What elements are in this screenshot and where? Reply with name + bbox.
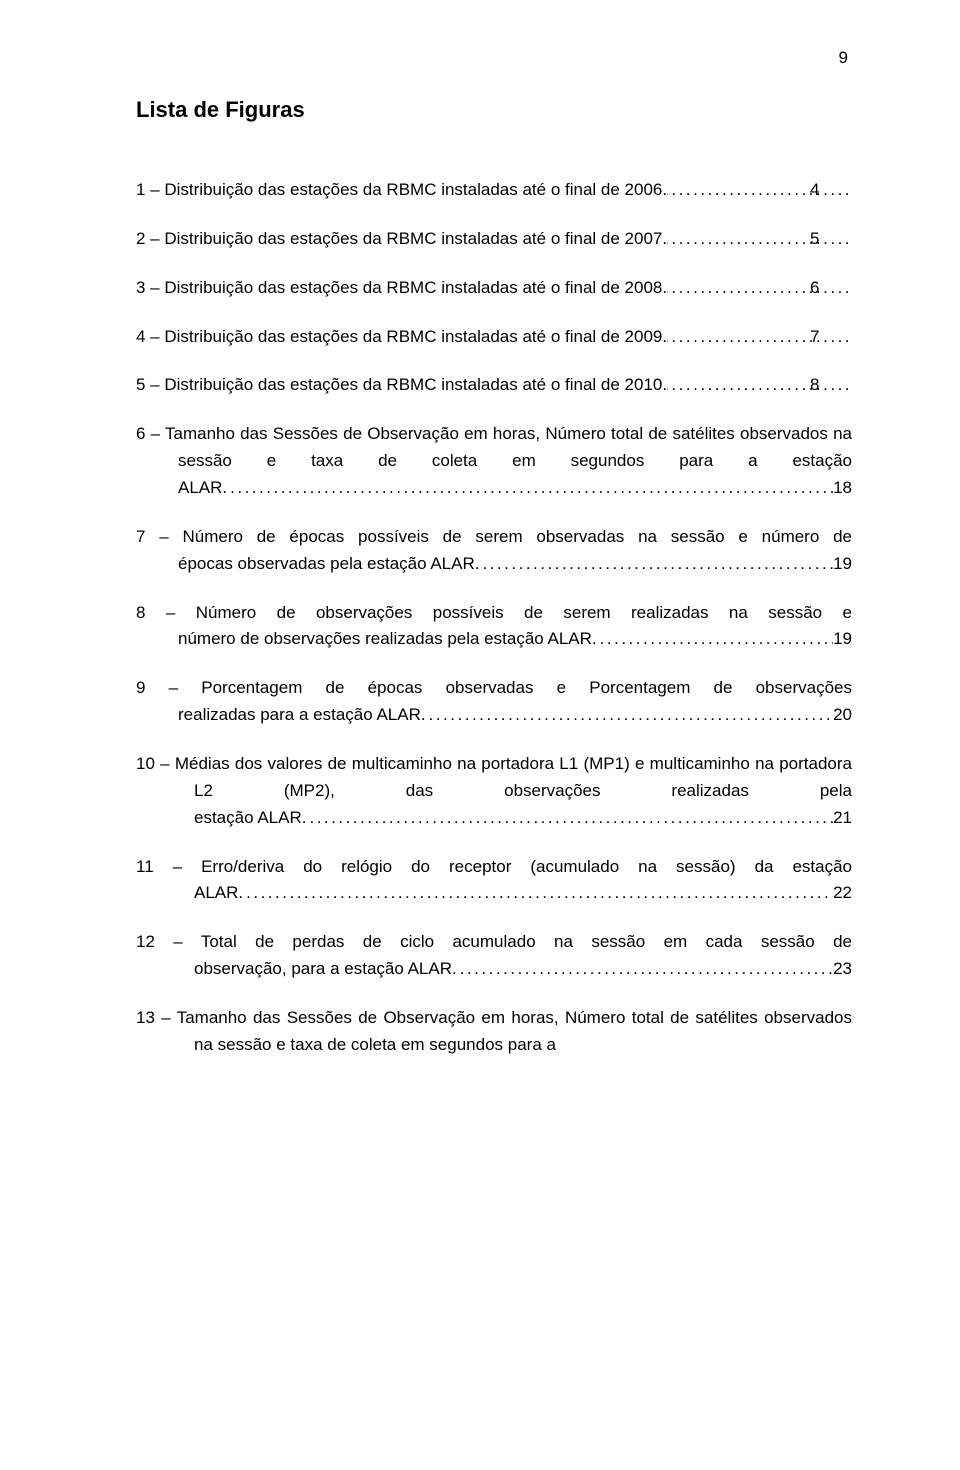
entry-page: 22 (833, 880, 852, 907)
entry-row: 1 – Distribuição das estações da RBMC in… (178, 177, 852, 204)
dot-leader (597, 626, 833, 653)
entry-last-text: realizadas para a estação ALAR. (178, 702, 426, 729)
entry-last-text: observação, para a estação ALAR. (194, 956, 457, 983)
entry-last-text: ALAR. (194, 880, 243, 907)
entry-text: 10 – Médias dos valores de multicaminho … (194, 751, 852, 832)
entry-text: 13 – Tamanho das Sessões de Observação e… (194, 1005, 852, 1059)
figure-entry: 7 – Número de épocas possíveis de serem … (136, 524, 852, 578)
figure-entry: 13 – Tamanho das Sessões de Observação e… (136, 1005, 852, 1059)
entry-lastline: estação ALAR. 21 (194, 805, 852, 832)
dot-leader (479, 551, 833, 578)
entry-pre: 11 – Erro/deriva do relógio do receptor … (194, 854, 852, 881)
entry-last-text: estação ALAR. (194, 805, 306, 832)
figure-entry: 6 – Tamanho das Sessões de Observação em… (136, 421, 852, 502)
page-title: Lista de Figuras (136, 97, 852, 123)
page-number: 9 (839, 48, 848, 68)
figure-entry: 4 – Distribuição das estações da RBMC in… (136, 324, 852, 351)
figure-entry: 5 – Distribuição das estações da RBMC in… (136, 372, 852, 399)
dot-leader (667, 372, 852, 399)
entry-text: 4 – Distribuição das estações da RBMC in… (178, 324, 667, 351)
entry-row: 3 – Distribuição das estações da RBMC in… (178, 275, 852, 302)
figure-entry: 2 – Distribuição das estações da RBMC in… (136, 226, 852, 253)
dot-leader (667, 275, 852, 302)
dot-leader (667, 177, 852, 204)
entry-pre: 8 – Número de observações possíveis de s… (178, 600, 852, 627)
figure-entry: 11 – Erro/deriva do relógio do receptor … (136, 854, 852, 908)
figure-entry: 1 – Distribuição das estações da RBMC in… (136, 177, 852, 204)
figure-list: 1 – Distribuição das estações da RBMC in… (136, 177, 852, 1059)
entry-row: 4 – Distribuição das estações da RBMC in… (178, 324, 852, 351)
entry-row: 5 – Distribuição das estações da RBMC in… (178, 372, 852, 399)
figure-entry: 8 – Número de observações possíveis de s… (136, 600, 852, 654)
entry-text: 7 – Número de épocas possíveis de serem … (178, 524, 852, 578)
entry-lastline: ALAR. 22 (194, 880, 852, 907)
entry-page: 20 (833, 702, 852, 729)
entry-last-text: épocas observadas pela estação ALAR. (178, 551, 479, 578)
dot-leader (227, 475, 833, 502)
entry-lastline: épocas observadas pela estação ALAR. 19 (178, 551, 852, 578)
entry-pre: 9 – Porcentagem de épocas observadas e P… (178, 675, 852, 702)
entry-pre: 12 – Total de perdas de ciclo acumulado … (194, 929, 852, 956)
figure-entry: 12 – Total de perdas de ciclo acumulado … (136, 929, 852, 983)
dot-leader (667, 226, 852, 253)
entry-text: 6 – Tamanho das Sessões de Observação em… (178, 421, 852, 502)
entry-page: 23 (833, 956, 852, 983)
figure-entry: 9 – Porcentagem de épocas observadas e P… (136, 675, 852, 729)
figure-entry: 10 – Médias dos valores de multicaminho … (136, 751, 852, 832)
entry-page: 18 (833, 475, 852, 502)
entry-lastline: ALAR. 18 (178, 475, 852, 502)
figure-entry: 3 – Distribuição das estações da RBMC in… (136, 275, 852, 302)
entry-text: 5 – Distribuição das estações da RBMC in… (178, 372, 667, 399)
entry-text: 1 – Distribuição das estações da RBMC in… (178, 177, 667, 204)
entry-page: 21 (833, 805, 852, 832)
dot-leader (243, 880, 833, 907)
entry-text: 3 – Distribuição das estações da RBMC in… (178, 275, 667, 302)
entry-page: 19 (833, 551, 852, 578)
dot-leader (426, 702, 833, 729)
entry-text: 11 – Erro/deriva do relógio do receptor … (194, 854, 852, 908)
dot-leader (306, 805, 833, 832)
dot-leader (457, 956, 833, 983)
entry-row: 2 – Distribuição das estações da RBMC in… (178, 226, 852, 253)
entry-pre: 6 – Tamanho das Sessões de Observação em… (178, 421, 852, 475)
entry-lastline: número de observações realizadas pela es… (178, 626, 852, 653)
entry-pre: 10 – Médias dos valores de multicaminho … (194, 751, 852, 805)
entry-last-text: número de observações realizadas pela es… (178, 626, 597, 653)
entry-text: 9 – Porcentagem de épocas observadas e P… (178, 675, 852, 729)
entry-pre: 7 – Número de épocas possíveis de serem … (178, 524, 852, 551)
entry-text: 2 – Distribuição das estações da RBMC in… (178, 226, 667, 253)
dot-leader (667, 324, 852, 351)
entry-last-text: ALAR. (178, 475, 227, 502)
entry-text: 8 – Número de observações possíveis de s… (178, 600, 852, 654)
entry-lastline: observação, para a estação ALAR. 23 (194, 956, 852, 983)
document-page: 9 Lista de Figuras 1 – Distribuição das … (0, 0, 960, 1470)
entry-text: 12 – Total de perdas de ciclo acumulado … (194, 929, 852, 983)
entry-page: 19 (833, 626, 852, 653)
entry-lastline: realizadas para a estação ALAR. 20 (178, 702, 852, 729)
